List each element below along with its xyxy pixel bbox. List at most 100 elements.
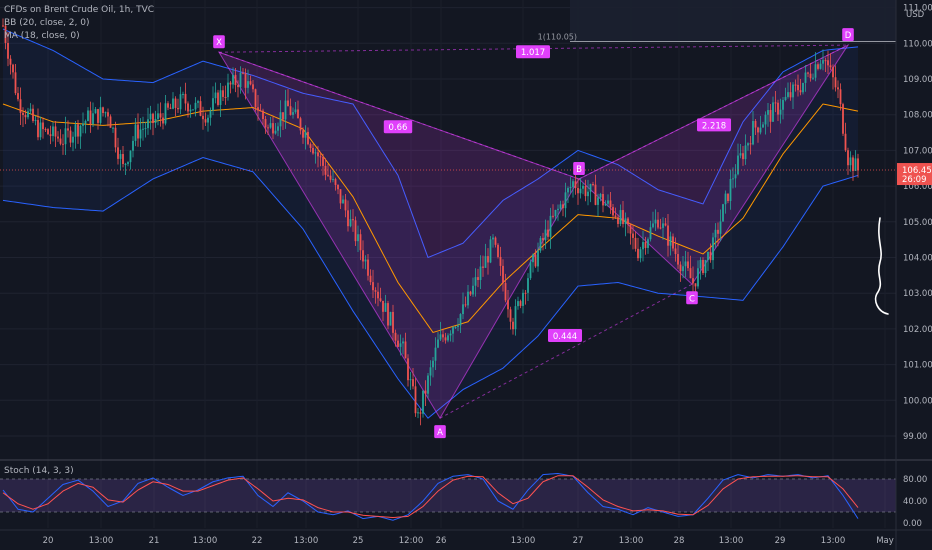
candle-body[interactable] [459, 314, 462, 326]
candle-body[interactable] [454, 327, 457, 329]
candle-body[interactable] [614, 215, 617, 218]
candle-body[interactable] [64, 128, 67, 145]
candle-body[interactable] [419, 412, 422, 414]
candle-body[interactable] [509, 309, 512, 322]
candles[interactable] [2, 18, 859, 426]
candle-body[interactable] [104, 112, 107, 114]
candle-body[interactable] [352, 219, 354, 221]
candle-body[interactable] [642, 242, 644, 250]
candle-body[interactable] [434, 347, 437, 361]
candle-body[interactable] [562, 204, 564, 209]
candle-body[interactable] [602, 194, 604, 206]
candle-body[interactable] [809, 73, 812, 79]
candle-body[interactable] [212, 98, 214, 111]
candle-body[interactable] [702, 260, 704, 274]
candle-body[interactable] [747, 143, 749, 146]
candle-body[interactable] [727, 193, 729, 202]
candle-body[interactable] [72, 136, 74, 143]
candle-body[interactable] [754, 121, 757, 128]
candle-body[interactable] [452, 327, 454, 334]
candle-body[interactable] [49, 134, 52, 137]
candle-body[interactable] [594, 184, 597, 205]
candle-body[interactable] [312, 147, 314, 154]
candle-body[interactable] [22, 112, 24, 116]
candle-body[interactable] [824, 60, 827, 62]
candle-body[interactable] [722, 204, 724, 222]
candle-body[interactable] [99, 107, 102, 123]
candle-body[interactable] [114, 127, 117, 148]
candle-body[interactable] [507, 300, 509, 310]
candle-body[interactable] [77, 124, 79, 137]
candle-body[interactable] [762, 124, 764, 128]
candle-body[interactable] [339, 189, 342, 204]
candle-body[interactable] [347, 210, 349, 227]
candle-body[interactable] [342, 199, 344, 204]
candle-body[interactable] [812, 77, 814, 79]
candle-body[interactable] [392, 311, 394, 333]
candle-body[interactable] [307, 131, 309, 145]
candle-body[interactable] [17, 93, 19, 100]
candle-body[interactable] [394, 332, 397, 341]
candle-body[interactable] [579, 188, 582, 194]
candle-body[interactable] [567, 188, 569, 193]
candle-body[interactable] [127, 162, 129, 164]
candle-body[interactable] [249, 81, 252, 85]
candle-body[interactable] [644, 242, 647, 248]
candle-body[interactable] [817, 64, 819, 69]
candle-body[interactable] [92, 113, 94, 125]
candle-body[interactable] [749, 143, 752, 145]
candle-body[interactable] [477, 277, 479, 280]
candle-body[interactable] [799, 90, 802, 93]
stoch-pane[interactable] [0, 472, 896, 521]
candle-body[interactable] [639, 249, 642, 259]
candle-body[interactable] [549, 215, 552, 237]
candle-body[interactable] [694, 283, 697, 287]
candle-body[interactable] [617, 217, 619, 224]
candle-body[interactable] [619, 210, 622, 224]
candle-body[interactable] [517, 301, 519, 307]
candle-body[interactable] [327, 174, 329, 176]
candle-body[interactable] [472, 285, 474, 295]
candle-body[interactable] [414, 386, 417, 414]
candle-body[interactable] [697, 268, 699, 287]
candle-body[interactable] [539, 238, 542, 251]
candle-body[interactable] [654, 219, 657, 224]
candle-body[interactable] [844, 133, 847, 151]
candle-body[interactable] [179, 94, 182, 110]
candle-body[interactable] [769, 110, 772, 122]
candle-body[interactable] [242, 72, 244, 74]
candle-body[interactable] [284, 100, 287, 120]
candle-body[interactable] [349, 219, 352, 227]
candle-body[interactable] [677, 254, 679, 265]
candle-body[interactable] [254, 89, 257, 108]
candle-body[interactable] [832, 67, 834, 78]
candle-body[interactable] [664, 223, 667, 226]
candle-body[interactable] [484, 256, 487, 268]
candle-body[interactable] [174, 98, 177, 108]
candle-body[interactable] [492, 237, 494, 240]
pattern-ratio-label[interactable]: 0.444 [548, 329, 582, 343]
candle-body[interactable] [819, 63, 822, 69]
candle-body[interactable] [289, 106, 292, 115]
pattern-point-b[interactable]: B [573, 161, 585, 175]
candle-body[interactable] [649, 227, 652, 240]
candle-body[interactable] [447, 335, 449, 341]
candle-body[interactable] [564, 192, 567, 209]
candle-body[interactable] [32, 108, 34, 121]
candle-body[interactable] [232, 74, 234, 85]
candle-body[interactable] [167, 103, 169, 108]
candle-body[interactable] [189, 109, 192, 112]
candle-body[interactable] [734, 174, 737, 179]
candle-body[interactable] [457, 325, 459, 328]
candle-body[interactable] [439, 334, 442, 340]
candle-body[interactable] [314, 152, 317, 154]
candle-body[interactable] [674, 248, 677, 255]
candle-body[interactable] [52, 126, 54, 137]
candle-body[interactable] [149, 113, 152, 120]
candle-body[interactable] [137, 124, 139, 139]
candle-body[interactable] [134, 124, 137, 141]
candle-body[interactable] [244, 73, 247, 88]
candle-body[interactable] [62, 143, 64, 145]
candle-body[interactable] [197, 101, 199, 103]
candle-body[interactable] [119, 154, 122, 159]
